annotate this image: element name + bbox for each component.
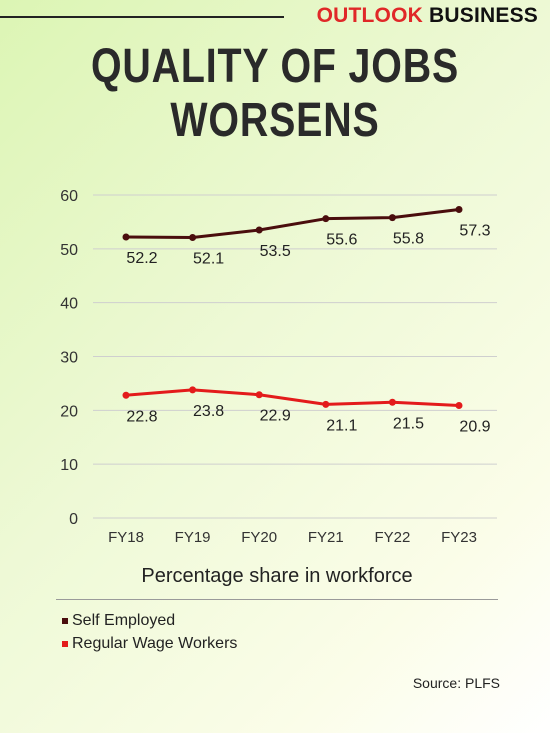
chart-title: QUALITY OF JOBS WORSENS <box>50 40 501 148</box>
data-label: 21.5 <box>393 415 424 432</box>
data-point <box>388 398 396 406</box>
data-point <box>322 400 330 408</box>
legend-label-regular-wage: Regular Wage Workers <box>72 635 238 652</box>
data-label: 57.3 <box>459 223 490 240</box>
series-line <box>124 208 461 240</box>
data-label: 52.2 <box>126 250 157 267</box>
data-label: 55.8 <box>393 231 424 248</box>
data-label: 23.8 <box>193 403 224 420</box>
y-tick-label: 40 <box>60 296 78 313</box>
y-tick-label: 20 <box>60 403 78 420</box>
y-tick-label: 60 <box>60 188 78 205</box>
x-tick-label: FY21 <box>308 529 344 546</box>
x-axis-label: Percentage share in workforce <box>141 565 412 587</box>
series-line <box>124 388 461 407</box>
brand-business: BUSINESS <box>429 4 538 27</box>
legend-item-self-employed: Self Employed <box>62 612 175 630</box>
x-tick-label: FY18 <box>108 529 144 546</box>
data-label: 20.9 <box>459 418 490 435</box>
data-point <box>455 401 463 409</box>
data-point <box>388 214 396 222</box>
legend-divider <box>56 599 498 600</box>
legend-label-self-employed: Self Employed <box>72 612 176 629</box>
title-line-2: WORSENS <box>170 94 380 147</box>
header-rule <box>0 16 284 18</box>
data-label: 21.1 <box>326 417 357 434</box>
data-label: 55.6 <box>326 232 357 249</box>
y-tick-label: 10 <box>60 457 78 474</box>
y-tick-label: 50 <box>60 242 78 259</box>
data-point <box>122 391 130 399</box>
x-tick-label: FY22 <box>374 529 410 546</box>
data-point <box>322 215 330 223</box>
legend-swatch-regular-wage <box>62 641 68 647</box>
data-point <box>455 206 463 214</box>
source-note: Source: PLFS <box>412 675 500 691</box>
y-tick-label: 30 <box>60 350 78 367</box>
y-tick-label: 0 <box>69 511 78 528</box>
legend-item-regular-wage: Regular Wage Workers <box>62 635 237 653</box>
line-chart: 0 10 20 30 40 50 60 FY18 FY19 FY20 FY21 FY22 FY23 Per… <box>60 188 497 587</box>
legend-swatch-self-employed <box>62 618 68 624</box>
data-point <box>122 233 130 241</box>
data-label: 22.9 <box>260 408 291 425</box>
x-tick-label: FY19 <box>175 529 211 546</box>
brand-outlook: OUTLOOK <box>316 4 423 27</box>
data-point <box>189 386 197 394</box>
data-label: 52.1 <box>193 251 224 268</box>
x-tick-label: FY20 <box>241 529 277 546</box>
brand-logo: OUTLOOK BUSINESS <box>317 4 538 28</box>
data-point <box>189 234 197 242</box>
data-point <box>255 226 263 234</box>
x-tick-label: FY23 <box>441 529 477 546</box>
data-point <box>255 391 263 399</box>
data-label: 22.8 <box>126 408 157 425</box>
data-label: 53.5 <box>260 243 291 260</box>
title-line-1: QUALITY OF JOBS <box>90 40 460 93</box>
